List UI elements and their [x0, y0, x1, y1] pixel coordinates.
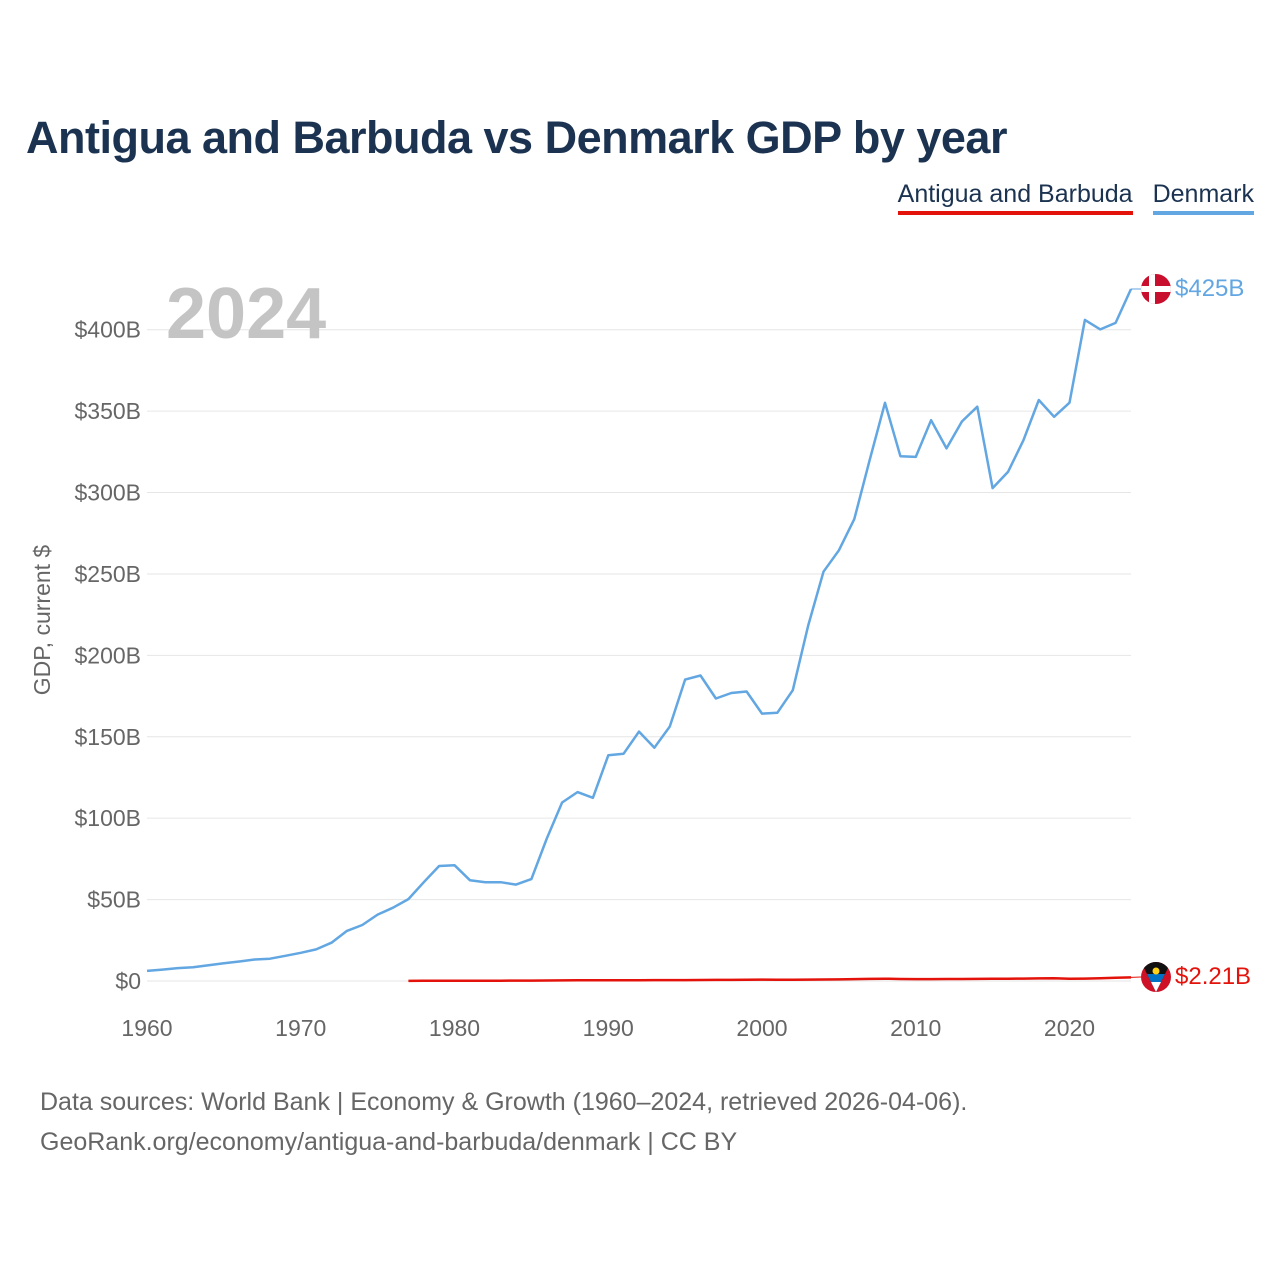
y-tick-label: $50B [87, 887, 141, 913]
y-tick-label: $150B [74, 724, 141, 750]
series-line-antigua-and-barbuda [408, 976, 1132, 983]
data-source-note: Data sources: World Bank | Economy & Gro… [40, 1088, 968, 1116]
x-tick-label: 2020 [1044, 1015, 1095, 1041]
y-tick-label: $250B [74, 561, 141, 587]
series-line-denmark [146, 288, 1133, 973]
denmark-flag-icon [1141, 274, 1171, 304]
end-label-denmark: $425B [1175, 275, 1244, 302]
x-tick-label: 1980 [429, 1015, 480, 1041]
footer: Data sources: World Bank | Economy & Gro… [40, 1082, 967, 1162]
gdp-line-chart: $0 $50B $100B $150B $200B $250B $300B $350B $400… [29, 274, 1251, 1041]
x-tick-label: 1960 [121, 1015, 172, 1041]
antigua-and-barbuda-flag-icon [1141, 962, 1171, 992]
grid-lines [147, 329, 1131, 982]
x-tick-label: 2000 [736, 1015, 787, 1041]
y-axis-label: GDP, current $ [29, 545, 55, 696]
x-axis-tick-labels: 1960 1970 1980 1990 2000 2010 2020 [121, 1015, 1095, 1041]
y-tick-label: $100B [74, 805, 141, 831]
y-tick-label: $300B [74, 480, 141, 506]
source-link[interactable]: GeoRank.org/economy/antigua-and-barbuda/… [40, 1128, 738, 1156]
end-label-antigua-and-barbuda: $2.21B [1175, 963, 1251, 990]
x-tick-label: 2010 [890, 1015, 941, 1041]
legend: Antigua and Barbuda Denmark [897, 180, 1254, 215]
chart-title: Antigua and Barbuda vs Denmark GDP by ye… [26, 112, 1007, 163]
y-tick-label: $400B [74, 317, 141, 343]
x-tick-label: 1970 [275, 1015, 326, 1041]
legend-item-denmark[interactable]: Denmark [1152, 180, 1254, 215]
y-tick-label: $350B [74, 398, 141, 424]
y-tick-label: $0 [115, 968, 141, 994]
x-tick-label: 1990 [583, 1015, 634, 1041]
y-axis-tick-labels: $0 $50B $100B $150B $200B $250B $300B $350B $400… [74, 317, 141, 994]
y-tick-label: $200B [74, 642, 141, 668]
year-watermark: 2024 [166, 274, 326, 354]
legend-item-antigua-and-barbuda[interactable]: Antigua and Barbuda [897, 180, 1133, 215]
